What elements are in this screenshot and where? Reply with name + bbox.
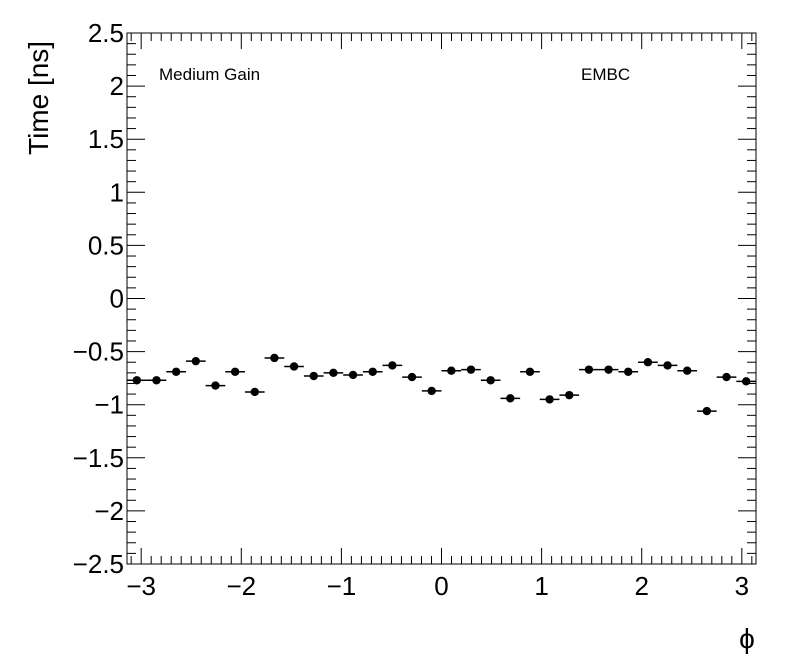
y-tick-label: −1 xyxy=(94,390,124,420)
y-tick-label: −2 xyxy=(94,496,124,526)
y-tick-label: −0.5 xyxy=(73,337,124,367)
data-point xyxy=(565,390,574,400)
y-tick-label: 0 xyxy=(110,284,124,314)
y-axis-title: Time [ns] xyxy=(23,41,54,155)
data-point xyxy=(152,376,161,385)
data-point xyxy=(348,370,358,380)
x-tick-label: 2 xyxy=(634,571,648,601)
data-point xyxy=(289,362,299,371)
data-point xyxy=(545,395,554,404)
plot-frame xyxy=(126,32,757,565)
y-tick-label: 2.5 xyxy=(88,18,124,48)
data-point xyxy=(230,367,240,376)
data-point xyxy=(309,371,318,381)
y-tick-label: 2 xyxy=(110,71,124,101)
minor-ticks xyxy=(127,33,756,564)
x-tick-label: −1 xyxy=(327,571,357,601)
major-ticks xyxy=(127,32,756,565)
x-tick-label: 0 xyxy=(434,571,448,601)
data-point xyxy=(427,386,436,396)
y-tick-labels: −2.5 −2 −1.5 −1 −0.5 0 0.5 1 1.5 2 2.5 xyxy=(73,18,124,579)
y-tick-label: 1 xyxy=(110,177,124,207)
data-point xyxy=(171,367,181,376)
data-point xyxy=(683,366,692,375)
x-tick-label: −3 xyxy=(126,571,156,601)
data-point xyxy=(191,356,200,366)
data-point xyxy=(211,381,220,390)
data-point xyxy=(506,394,515,403)
x-tick-label: 3 xyxy=(735,571,749,601)
x-axis-title: ϕ xyxy=(739,623,755,654)
data-point xyxy=(643,358,653,367)
data-point xyxy=(466,365,476,374)
data-point xyxy=(329,368,338,378)
data-point xyxy=(702,406,712,416)
data-point xyxy=(407,372,417,382)
x-tick-label: 1 xyxy=(534,571,548,601)
y-tick-label: −1.5 xyxy=(73,443,124,473)
data-point xyxy=(741,377,751,386)
y-tick-label: −2.5 xyxy=(73,549,124,579)
data-point xyxy=(132,376,142,385)
data-point xyxy=(624,367,633,376)
data-points xyxy=(127,353,756,416)
data-point xyxy=(584,365,594,374)
x-tick-labels: −3 −2 −1 0 1 2 3 xyxy=(126,571,749,601)
data-point xyxy=(368,367,377,376)
y-tick-label: 1.5 xyxy=(88,124,124,154)
data-point xyxy=(663,361,672,370)
data-point xyxy=(722,372,731,382)
y-tick-label: 0.5 xyxy=(88,230,124,260)
x-tick-label: −2 xyxy=(226,571,256,601)
data-point xyxy=(486,376,495,385)
data-point xyxy=(270,353,279,363)
data-point xyxy=(525,367,535,376)
data-point xyxy=(250,387,259,397)
data-point xyxy=(388,361,397,370)
annotation-gain: Medium Gain xyxy=(159,65,260,84)
data-point xyxy=(604,365,613,374)
annotation-region: EMBC xyxy=(581,65,630,84)
data-point xyxy=(447,366,456,375)
